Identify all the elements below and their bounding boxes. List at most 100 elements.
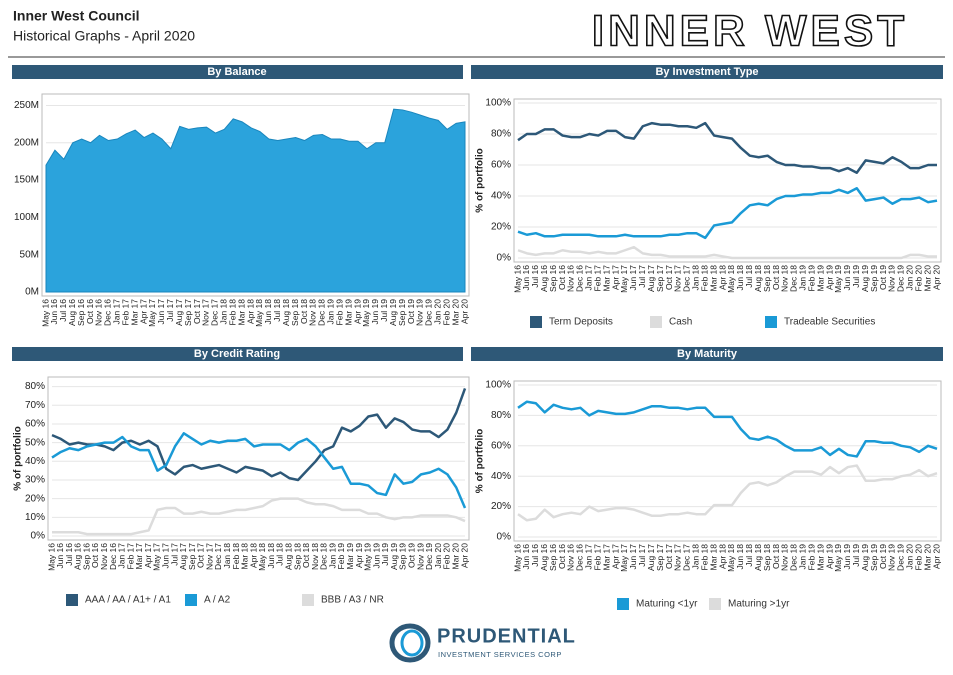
x-tick-label: Aug 16 xyxy=(539,544,549,571)
x-tick-label: Apr 17 xyxy=(143,543,153,568)
plot-area xyxy=(47,376,470,541)
y-tick-label: 150M xyxy=(14,175,39,186)
x-tick-label: Aug 17 xyxy=(646,265,656,292)
x-tick-label: Jul 19 xyxy=(851,544,861,567)
x-tick-label: Apr 20 xyxy=(459,299,469,324)
plot-area xyxy=(513,380,942,542)
series-line xyxy=(51,388,467,482)
x-tick-label: Mar 17 xyxy=(601,544,611,571)
y-tick-label: 0% xyxy=(497,532,512,543)
y-axis-label: % of portfolio xyxy=(475,429,486,493)
x-tick-label: May 16 xyxy=(40,299,50,327)
x-tick-label: Jun 18 xyxy=(266,543,276,569)
y-tick-label: 40% xyxy=(491,191,511,202)
x-tick-label: Feb 20 xyxy=(441,299,451,326)
x-tick-label: Mar 19 xyxy=(815,544,825,571)
x-tick-label: May 19 xyxy=(363,543,373,571)
x-tick-label: Jul 19 xyxy=(379,299,389,322)
x-tick-label: Jun 19 xyxy=(842,544,852,570)
x-tick-label: May 19 xyxy=(833,265,843,293)
x-tick-label: Nov 17 xyxy=(673,544,683,571)
footer-logo: PRUDENTIAL INVESTMENT SERVICES CORP xyxy=(389,623,575,663)
x-tick-label: Sep 18 xyxy=(762,544,772,571)
y-tick-label: 80% xyxy=(491,129,511,140)
x-tick-label: Jul 18 xyxy=(275,543,285,566)
x-tick-label: Feb 19 xyxy=(334,299,344,326)
x-tick-label: Oct 19 xyxy=(407,543,417,568)
legend-swatch xyxy=(302,594,314,606)
x-tick-label: Apr 17 xyxy=(610,544,620,569)
x-tick-label: Dec 18 xyxy=(317,299,327,326)
x-tick-label: Dec 17 xyxy=(213,543,223,570)
x-tick-label: Jun 19 xyxy=(842,265,852,291)
x-tick-label: Apr 20 xyxy=(931,265,941,290)
x-tick-label: Apr 19 xyxy=(824,544,834,569)
x-tick-label: Apr 18 xyxy=(245,299,255,324)
x-tick-label: Aug 19 xyxy=(860,544,870,571)
series-line xyxy=(517,400,938,458)
x-tick-label: Dec 17 xyxy=(210,299,220,326)
x-tick-label: Jan 18 xyxy=(219,299,229,325)
x-tick-label: Jul 19 xyxy=(380,543,390,566)
x-tick-label: Feb 17 xyxy=(592,544,602,571)
x-tick-label: Feb 18 xyxy=(231,543,241,570)
y-tick-label: 40% xyxy=(25,456,45,467)
series-line xyxy=(52,497,466,536)
x-tick-label: Jan 20 xyxy=(433,299,443,325)
x-tick-label: Oct 17 xyxy=(196,543,206,568)
y-tick-label: 100% xyxy=(485,98,511,109)
x-tick-label: Oct 16 xyxy=(90,543,100,568)
x-tick-label: Mar 19 xyxy=(343,299,353,326)
x-tick-label: May 16 xyxy=(512,265,522,293)
x-tick-label: Sep 17 xyxy=(655,544,665,571)
x-tick-label: May 18 xyxy=(726,265,736,293)
x-tick-label: Sep 19 xyxy=(398,543,408,570)
y-tick-label: 30% xyxy=(25,475,45,486)
x-tick-label: Dec 19 xyxy=(896,265,906,292)
x-tick-label: Nov 18 xyxy=(780,544,790,571)
x-tick-label: Aug 19 xyxy=(860,265,870,292)
series-line xyxy=(517,187,938,240)
x-tick-label: May 16 xyxy=(512,544,522,572)
y-tick-label: 50% xyxy=(25,437,45,448)
legend-label: A / A2 xyxy=(204,595,231,606)
x-tick-label: Sep 16 xyxy=(76,299,86,326)
x-tick-label: Jul 17 xyxy=(165,299,175,322)
x-tick-label: Nov 16 xyxy=(566,265,576,292)
y-tick-label: 0% xyxy=(31,531,46,542)
x-tick-label: Jul 19 xyxy=(851,265,861,288)
y-axis-label: % of portfolio xyxy=(475,148,486,212)
x-tick-label: Sep 17 xyxy=(655,265,665,292)
y-tick-label: 200M xyxy=(14,137,39,148)
y-tick-label: 80% xyxy=(491,410,511,421)
x-tick-label: Dec 17 xyxy=(682,544,692,571)
x-tick-label: Aug 17 xyxy=(174,299,184,326)
x-tick-label: Jul 18 xyxy=(272,299,282,322)
x-tick-label: Jan 20 xyxy=(433,543,443,569)
x-tick-label: Feb 17 xyxy=(125,543,135,570)
y-tick-label: 0% xyxy=(497,253,512,264)
x-tick-label: Jan 20 xyxy=(905,544,915,570)
logo-ring xyxy=(400,629,424,657)
legend-label: BBB / A3 / NR xyxy=(321,595,384,606)
x-tick-label: Sep 19 xyxy=(869,265,879,292)
x-tick-label: Jan 17 xyxy=(117,543,127,569)
x-tick-label: Aug 18 xyxy=(281,299,291,326)
x-tick-label: Nov 17 xyxy=(673,265,683,292)
y-tick-label: 20% xyxy=(491,501,511,512)
y-tick-label: 0M xyxy=(25,287,39,298)
x-tick-label: Feb 20 xyxy=(913,544,923,571)
legend-label: Cash xyxy=(669,317,692,328)
plot-area xyxy=(513,98,942,263)
x-tick-label: Sep 16 xyxy=(548,544,558,571)
x-tick-label: Apr 17 xyxy=(610,265,620,290)
series-line xyxy=(517,121,937,174)
x-tick-label: Mar 17 xyxy=(601,265,611,292)
x-tick-label: Feb 17 xyxy=(120,299,130,326)
x-tick-label: Jul 17 xyxy=(637,265,647,288)
x-tick-label: Dec 18 xyxy=(319,543,329,570)
x-tick-label: May 19 xyxy=(833,544,843,572)
legend-swatch xyxy=(617,598,629,610)
x-tick-label: Jun 18 xyxy=(735,544,745,570)
x-tick-label: Jan 17 xyxy=(112,299,122,325)
